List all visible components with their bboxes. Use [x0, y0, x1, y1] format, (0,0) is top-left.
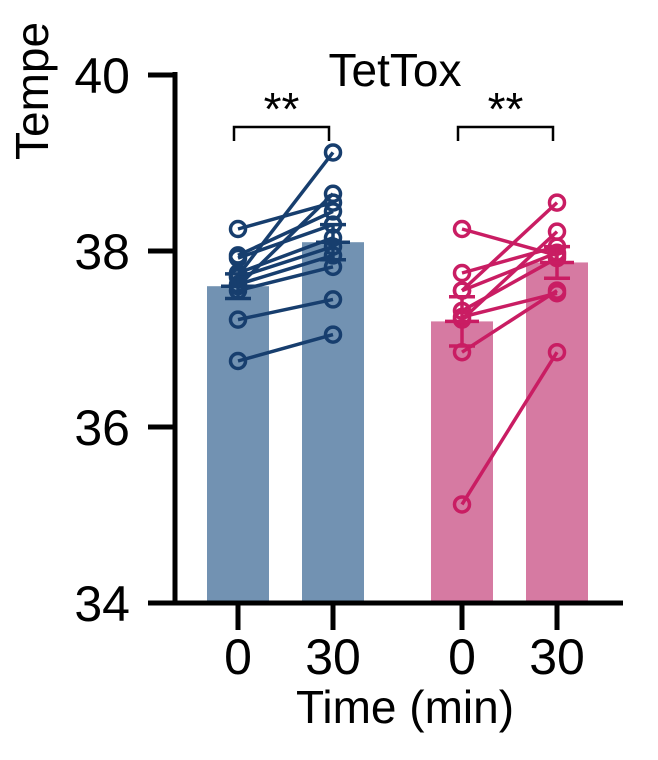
paired-line [237, 209, 334, 257]
data-point [323, 202, 343, 221]
paired-line [461, 289, 558, 354]
y-tick-label: 38 [74, 224, 130, 280]
text-layer: TetTox Time (min) Tempe 34 36 38 40 0 30 0 30 **… [6, 22, 585, 733]
data-point [547, 283, 567, 303]
paired-line [461, 256, 558, 313]
x-axis-label: Time (min) [296, 681, 514, 733]
paired-line [461, 291, 558, 319]
data-point [547, 193, 567, 212]
data-point [547, 222, 567, 241]
bar [207, 286, 269, 603]
paired-line [461, 227, 558, 258]
paired-line [237, 253, 334, 287]
x-tick-label: 0 [224, 629, 252, 685]
paired-line [461, 251, 558, 293]
paired-line [236, 151, 335, 277]
y-tick-label: 40 [74, 48, 130, 104]
data-point [323, 290, 343, 309]
y-tick-label: 36 [74, 400, 130, 456]
data-point [452, 495, 472, 514]
bar [526, 262, 588, 603]
paired-line [460, 351, 559, 506]
y-axis-label: Tempe [6, 22, 58, 160]
axes-layer [148, 72, 623, 630]
significance-label: ** [488, 83, 524, 135]
x-tick-label: 0 [448, 629, 476, 685]
data-point [323, 193, 343, 212]
paired-line [237, 332, 334, 363]
paired-line [460, 230, 559, 321]
x-tick-label: 30 [305, 629, 361, 685]
chart-title: TetTox [329, 44, 462, 96]
y-tick-label: 34 [74, 576, 130, 632]
data-point [228, 351, 248, 371]
significance-bracket [456, 125, 555, 141]
data-point [228, 246, 248, 265]
paired-line [236, 192, 335, 288]
bars-layer [207, 242, 588, 603]
x-tick-label: 30 [529, 629, 585, 685]
paired-line [237, 297, 334, 322]
data-point [323, 184, 343, 204]
data-point [547, 342, 567, 362]
data-point [323, 143, 343, 162]
data-point [323, 325, 343, 344]
lines-layer [221, 143, 574, 514]
paired-line [460, 201, 559, 292]
data-point [228, 310, 248, 329]
data-point [452, 219, 472, 239]
data-point [228, 219, 248, 239]
data-point [452, 263, 472, 283]
bar [302, 242, 364, 603]
bar [431, 321, 493, 603]
significance-label: ** [264, 83, 300, 135]
significance-bracket [232, 125, 331, 141]
